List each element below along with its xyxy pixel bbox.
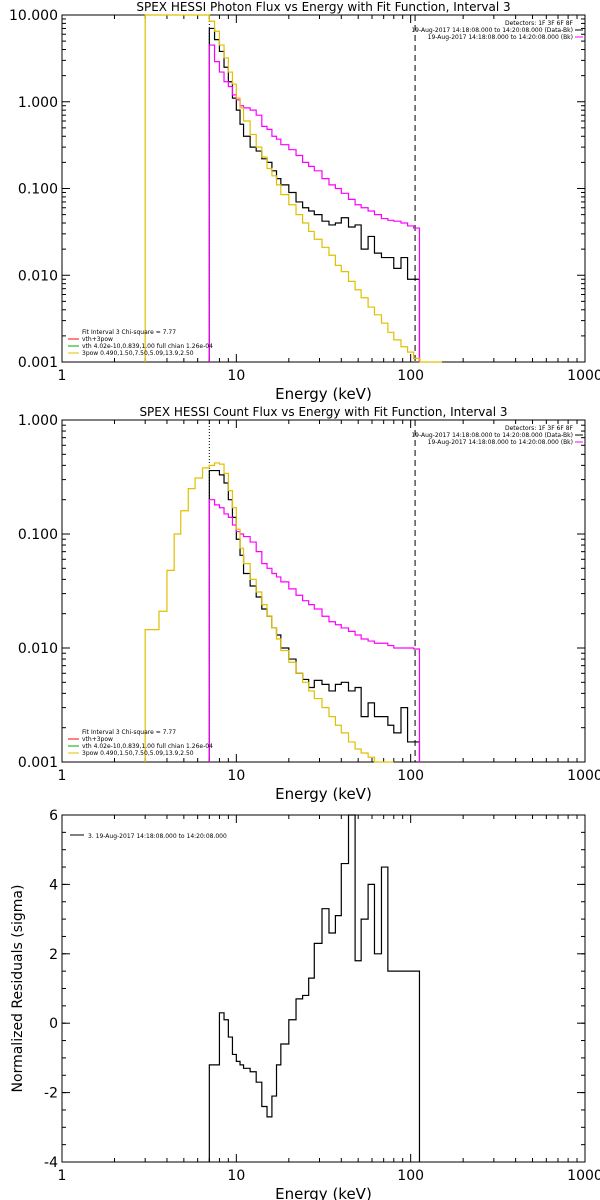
legend-entry: Detectors: 1F 3F 6F 8F bbox=[505, 425, 574, 432]
y-tick-label: 0.010 bbox=[18, 268, 58, 284]
data-series-1 bbox=[208, 499, 421, 762]
fit-legend-entry: vth+3pow bbox=[82, 336, 113, 343]
x-tick-label: 100 bbox=[397, 768, 424, 784]
legend-entry: 19-Aug-2017 14:18:08.000 to 14:20:08.000… bbox=[428, 34, 573, 41]
y-tick-label: 2 bbox=[49, 947, 58, 963]
chart-title: SPEX HESSI Photon Flux vs Energy with Fi… bbox=[136, 0, 510, 14]
data-series-0 bbox=[208, 814, 421, 1162]
legend-entry: 3. 19-Aug-2017 14:18:08.000 to 14:20:08.… bbox=[88, 833, 227, 840]
x-tick-label: 1000 bbox=[567, 368, 600, 384]
fit-legend-entry: Fit Interval 3 Chi-square = 7.77 bbox=[82, 329, 176, 336]
chart-title: SPEX HESSI Count Flux vs Energy with Fit… bbox=[139, 405, 507, 419]
data-series-1 bbox=[208, 44, 421, 362]
data-series-2 bbox=[144, 14, 442, 363]
plot-frame bbox=[61, 14, 586, 363]
plot-frame bbox=[61, 419, 586, 763]
y-tick-label: 1.000 bbox=[18, 413, 58, 429]
fit-legend-entry: vth+3pow bbox=[82, 736, 113, 743]
fit-legend-entry: vth 4.02e-10,0.839,1.00 full chian 1.26e… bbox=[82, 343, 213, 350]
y-tick-label: 6 bbox=[49, 808, 58, 824]
data-series-0 bbox=[208, 469, 421, 762]
y-tick-label: 0.100 bbox=[18, 182, 58, 198]
x-tick-label: 10 bbox=[227, 1168, 245, 1184]
x-tick-label: 1000 bbox=[567, 768, 600, 784]
data-series-2 bbox=[144, 462, 394, 763]
y-tick-label: 10.000 bbox=[9, 8, 58, 24]
y-tick-label: -2 bbox=[44, 1086, 58, 1102]
legend-entry: 19-Aug-2017 14:18:08.000 to 14:20:08.000… bbox=[411, 27, 573, 34]
y-tick-label: 4 bbox=[49, 877, 58, 893]
legend-entry: 19-Aug-2017 14:18:08.000 to 14:20:08.000… bbox=[428, 439, 573, 446]
panel-count: SPEX HESSI Count Flux vs Energy with Fit… bbox=[18, 405, 600, 803]
x-tick-label: 1 bbox=[58, 768, 67, 784]
fit-legend-entry: 3pow 0.490,1.50,7.50,5.09,13.9,2.50 bbox=[82, 350, 194, 357]
panel-photon: SPEX HESSI Photon Flux vs Energy with Fi… bbox=[9, 0, 600, 403]
x-tick-label: 10 bbox=[227, 768, 245, 784]
y-tick-label: 0.001 bbox=[18, 755, 58, 771]
y-tick-label: 0.001 bbox=[18, 355, 58, 371]
y-tick-label: -4 bbox=[44, 1155, 58, 1171]
x-axis-label: Energy (keV) bbox=[275, 385, 372, 403]
y-axis-label: Normalized Residuals (sigma) bbox=[10, 885, 26, 1093]
data-series-0 bbox=[208, 27, 421, 362]
x-tick-label: 1000 bbox=[567, 1168, 600, 1184]
fit-legend-entry: 3pow 0.490,1.50,7.50,5.09,13.9,2.50 bbox=[82, 750, 194, 757]
x-tick-label: 100 bbox=[397, 368, 424, 384]
x-tick-label: 1 bbox=[58, 368, 67, 384]
y-tick-label: 0 bbox=[49, 1016, 58, 1032]
x-axis-label: Energy (keV) bbox=[275, 1185, 372, 1200]
x-tick-label: 1 bbox=[58, 1168, 67, 1184]
x-axis-label: Energy (keV) bbox=[275, 785, 372, 803]
x-tick-label: 100 bbox=[397, 1168, 424, 1184]
y-tick-label: 1.000 bbox=[18, 95, 58, 111]
plot-frame bbox=[61, 814, 586, 1163]
fit-legend-entry: Fit Interval 3 Chi-square = 7.77 bbox=[82, 729, 176, 736]
legend-entry: 19-Aug-2017 14:18:08.000 to 14:20:08.000… bbox=[411, 432, 573, 439]
legend-entry: Detectors: 1F 3F 6F 8F bbox=[505, 20, 574, 27]
panel-residual: 1 10 100 1000 Energy (keV) -4 -2 0 2 4 6 Normalized… bbox=[10, 808, 600, 1200]
fit-legend-entry: vth 4.02e-10,0.839,1.00 full chian 1.26e… bbox=[82, 743, 213, 750]
y-tick-label: 0.010 bbox=[18, 641, 58, 657]
x-tick-label: 10 bbox=[227, 368, 245, 384]
y-tick-label: 0.100 bbox=[18, 527, 58, 543]
